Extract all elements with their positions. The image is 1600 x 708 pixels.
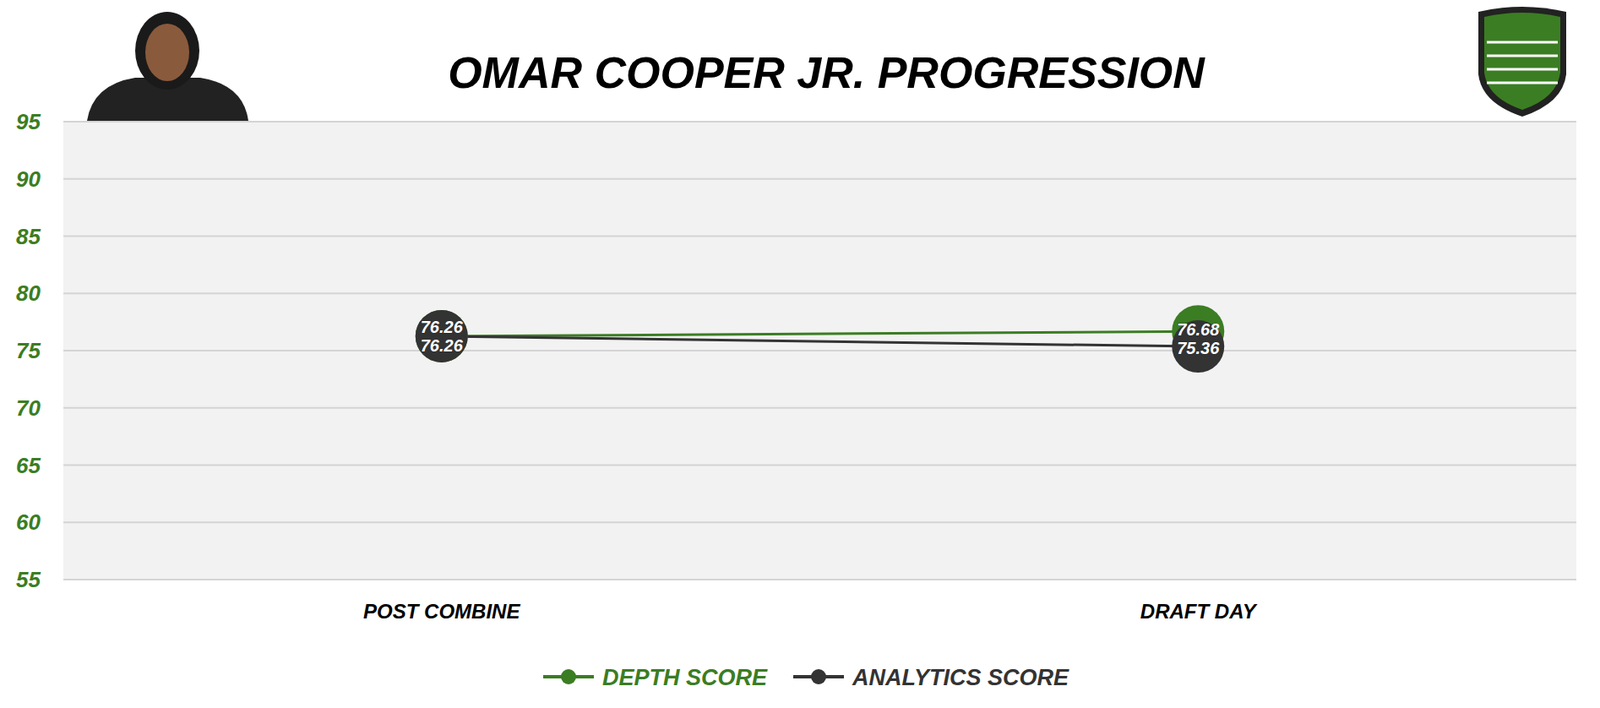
logo-stripe [1486, 68, 1558, 71]
grid [63, 121, 1577, 580]
grid-line [63, 235, 1577, 238]
point-marker [1171, 304, 1225, 358]
logo-outline [1478, 6, 1567, 117]
x-tick-label: DRAFT DAY [1140, 599, 1258, 623]
data-label: 76.68 [1176, 320, 1220, 339]
y-tick-label: 60 [16, 509, 41, 535]
photo-hair [135, 11, 200, 90]
grid-line [63, 178, 1577, 180]
grid-line [63, 407, 1577, 409]
legend-item: DEPTH SCORE [543, 664, 768, 691]
y-tick-label: 90 [16, 166, 41, 192]
data-label: 76.26 [420, 317, 464, 337]
x-tick-label: POST COMBINE [363, 599, 521, 623]
data-label: 75.36 [1176, 338, 1220, 358]
plot-background [63, 121, 1577, 580]
point-marker [1171, 320, 1225, 373]
legend-label: DEPTH SCORE [602, 664, 768, 691]
point-marker [415, 310, 469, 363]
chart: 55 60 65 70 75 80 85 90 95 OMAR COOPER JR. PROGRE… [0, 0, 1600, 708]
grid-line [63, 578, 1577, 581]
marks [415, 304, 1225, 373]
y-tick-label: 95 [16, 108, 41, 135]
title: OMAR COOPER JR. PROGRESSION [447, 48, 1206, 98]
grid-line [63, 464, 1577, 467]
logo-stripe [1486, 54, 1558, 58]
grid-line [63, 521, 1577, 523]
series-line [441, 331, 1199, 337]
legend-item: ANALYTICS SCORE [793, 664, 1070, 691]
y-tick-label: 70 [16, 395, 41, 421]
legend-label: ANALYTICS SCORE [851, 664, 1070, 691]
logo-shield [1484, 12, 1561, 110]
legend-marker [560, 669, 577, 685]
legend: DEPTH SCORE ANALYTICS SCORE [543, 664, 1070, 691]
grid-line [63, 292, 1577, 294]
series-line [441, 336, 1199, 347]
y-tick-label: 85 [16, 223, 41, 250]
y-tick-label: 65 [16, 452, 41, 479]
logo-stripe [1486, 41, 1558, 44]
data-label: 76.26 [420, 336, 464, 355]
logo-stripe [1486, 81, 1558, 85]
y-tick-label: 80 [16, 280, 41, 306]
point-marker [415, 310, 469, 363]
team-logo [1478, 6, 1567, 117]
grid-line [63, 349, 1577, 352]
photo-face [145, 23, 190, 82]
y-tick-label: 75 [16, 337, 41, 364]
y-tick-label: 55 [16, 566, 41, 593]
player-photo [87, 11, 249, 121]
grid-line [63, 120, 1577, 123]
legend-marker [810, 669, 827, 685]
